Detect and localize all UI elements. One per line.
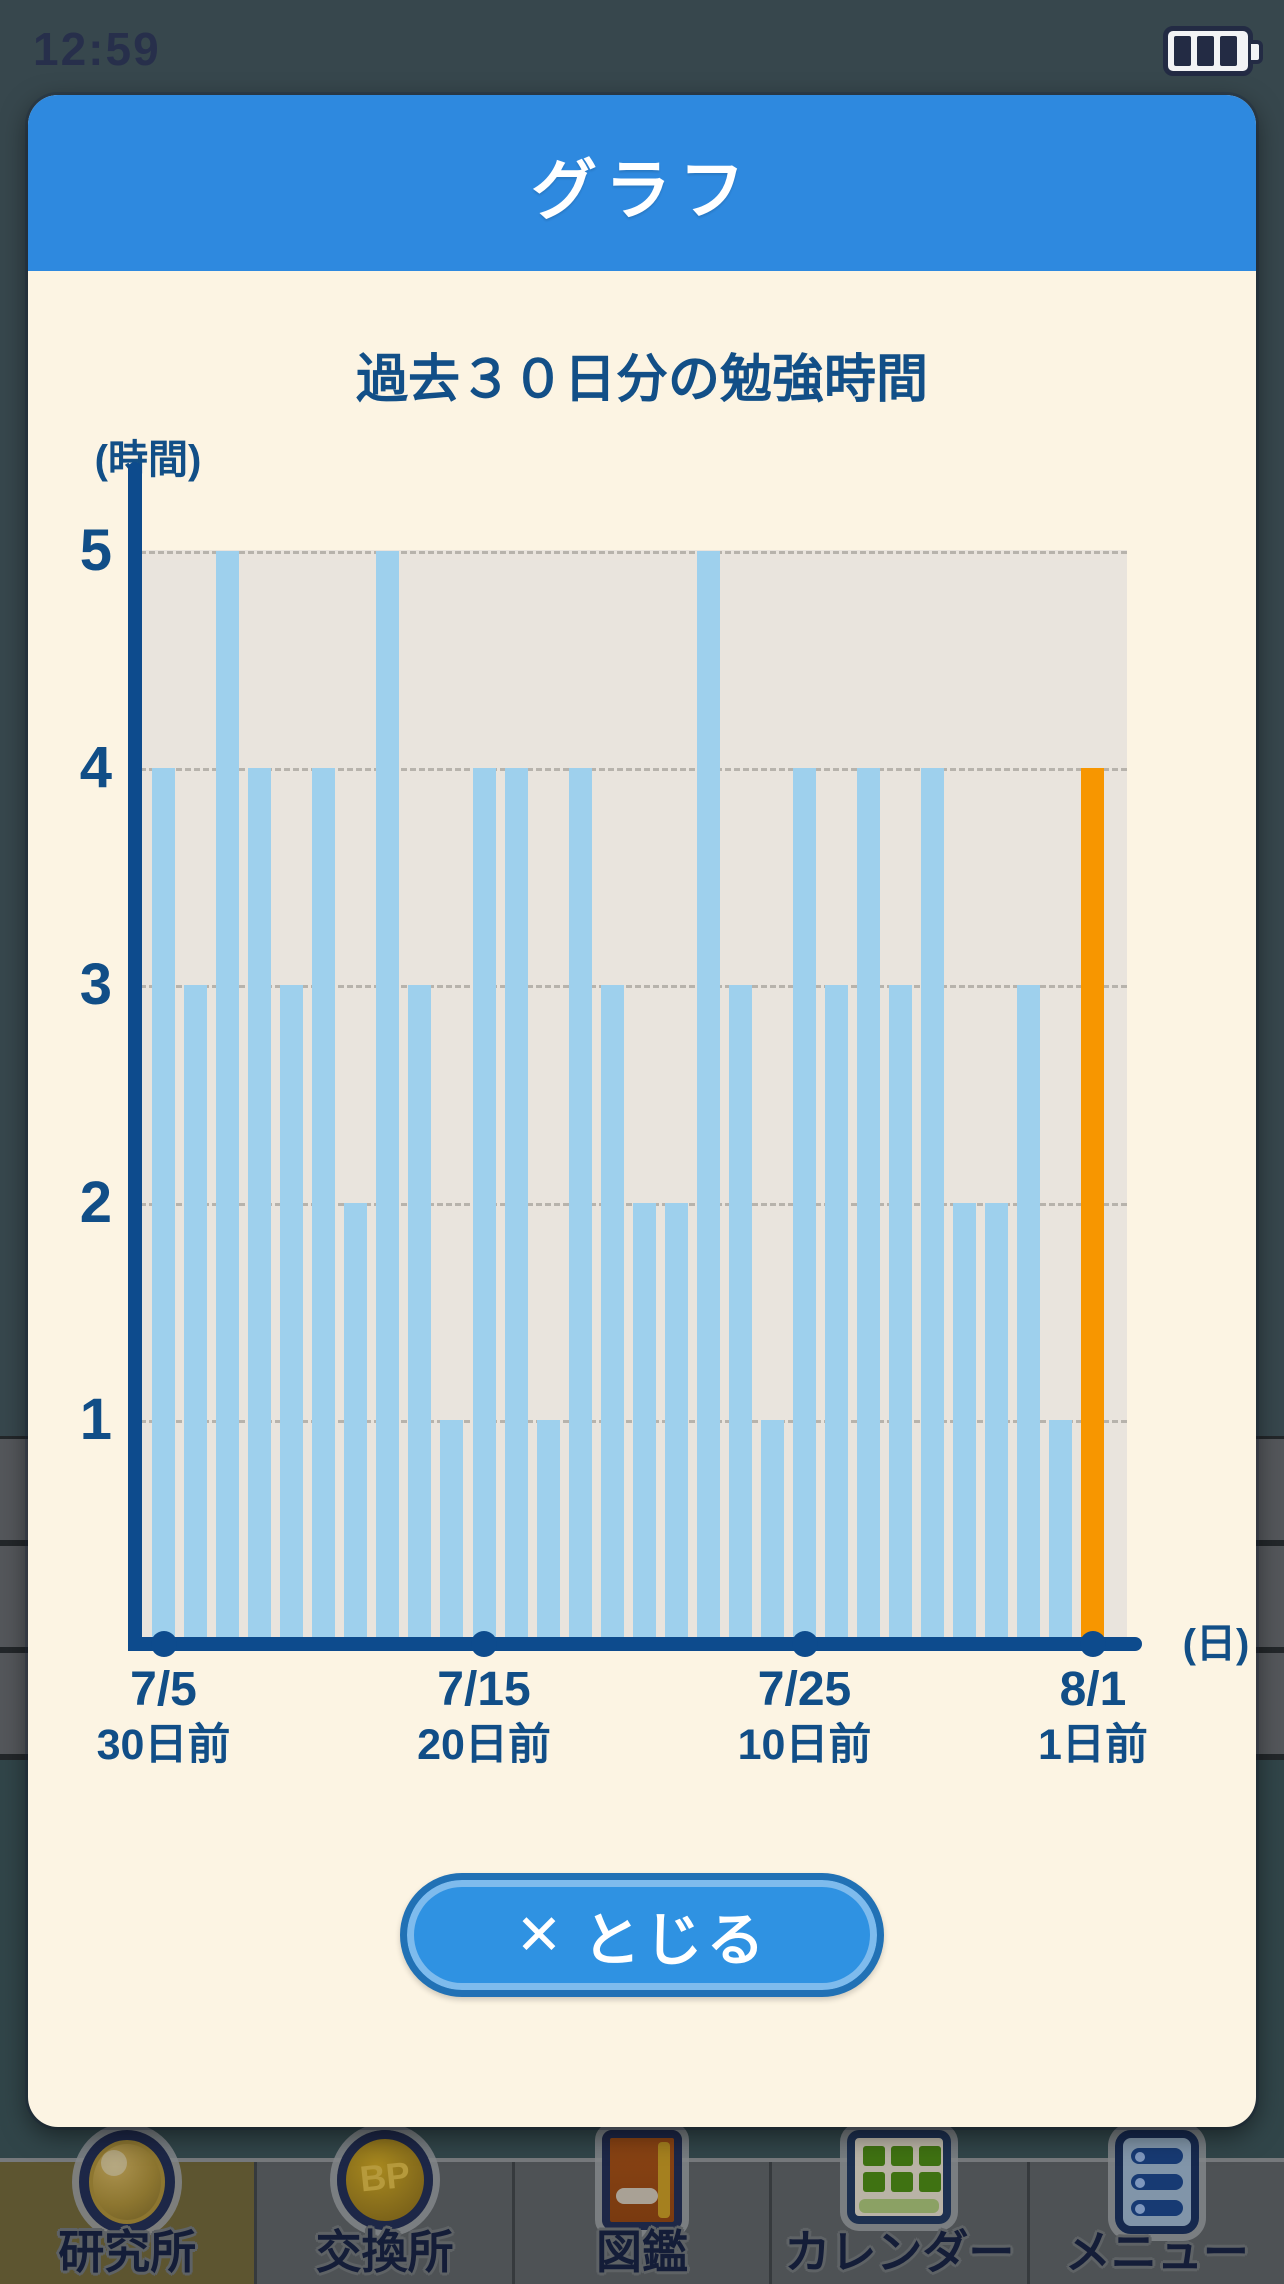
x-tick-days-ago: 1日前 xyxy=(1037,1721,1148,1769)
x-axis-unit-label: (日) xyxy=(1182,1622,1250,1666)
bar-day-2days-ago xyxy=(1049,1419,1073,1647)
close-button-label: とじる xyxy=(582,1908,769,1973)
bar-day-16days-ago xyxy=(600,985,624,1647)
x-tick-days-ago: 20日前 xyxy=(417,1721,551,1769)
study-time-chart: (時間) (日) 1 2 3 4 5 7/5 30日前 7/15 20日前 7/25 10日前 8/1… xyxy=(28,95,1256,2127)
bp-coin-text: BP xyxy=(357,2153,412,2200)
y-axis-tick-label: 3 xyxy=(79,952,112,1018)
egg-icon xyxy=(79,2130,176,2234)
bar-day-15days-ago xyxy=(632,1202,656,1647)
calendar-footer xyxy=(859,2199,940,2213)
dialog-header: グラフ xyxy=(28,95,1256,271)
bar-day-17days-ago xyxy=(568,768,592,1647)
bar-day-9days-ago xyxy=(825,985,849,1647)
bar-day-28days-ago xyxy=(216,551,240,1647)
gridline-3 xyxy=(140,985,1127,989)
battery-cells xyxy=(1174,36,1237,66)
book-icon xyxy=(602,2130,683,2230)
bottom-nav: 研究所 BP 交換所 図鑑 カレンダー xyxy=(0,2130,1284,2284)
y-axis-tick-label: 2 xyxy=(79,1169,112,1235)
x-axis-tick-label: 7/25 10日前 xyxy=(695,1662,915,1772)
battery-cell xyxy=(1174,36,1191,66)
bar-day-23days-ago xyxy=(376,551,400,1647)
x-axis-tick-label: 7/5 30日前 xyxy=(54,1662,274,1772)
x-tick-date: 7/25 xyxy=(757,1663,852,1716)
bar-day-20days-ago xyxy=(472,768,496,1647)
dialog-title: グラフ xyxy=(531,153,753,227)
bar-day-21days-ago xyxy=(440,1419,464,1647)
gridline-5 xyxy=(140,551,1127,554)
x-axis-tick-dot xyxy=(791,1631,818,1657)
book-stripe xyxy=(658,2142,671,2218)
bar-day-3days-ago xyxy=(1017,985,1041,1647)
x-axis-tick-dot xyxy=(150,1631,177,1657)
nav-label-menu: メニュー xyxy=(1064,2226,1249,2278)
y-axis-line xyxy=(128,462,142,1651)
bar-day-13days-ago xyxy=(696,551,720,1647)
nav-label-calendar: カレンダー xyxy=(784,2226,1015,2278)
x-tick-date: 7/15 xyxy=(437,1663,531,1716)
bar-day-30days-ago xyxy=(152,768,175,1647)
bar-day-5days-ago xyxy=(953,1202,977,1647)
x-axis-tick-dot xyxy=(1079,1631,1106,1657)
bar-day-6days-ago xyxy=(921,768,945,1647)
x-axis-tick-label: 8/1 1日前 xyxy=(983,1662,1203,1772)
menu-icon xyxy=(1114,2130,1199,2234)
x-tick-date: 7/5 xyxy=(130,1663,197,1716)
bar-day-29days-ago xyxy=(184,985,208,1647)
chart-title: 過去３０日分の勉強時間 xyxy=(355,351,928,409)
calendar-icon xyxy=(847,2130,952,2224)
nav-label-dex: 図鑑 xyxy=(596,2226,689,2278)
book-band xyxy=(616,2188,659,2204)
bar-day-27days-ago xyxy=(248,768,272,1647)
bar-day-22days-ago xyxy=(408,985,432,1647)
battery-cell xyxy=(1197,36,1214,66)
nav-item-lab[interactable]: 研究所 xyxy=(0,2130,255,2284)
nav-label-lab: 研究所 xyxy=(58,2226,197,2278)
bar-day-12days-ago xyxy=(728,985,752,1647)
battery-cell xyxy=(1220,36,1237,66)
x-tick-days-ago: 30日前 xyxy=(96,1721,231,1769)
bar-day-14days-ago xyxy=(664,1202,688,1647)
nav-label-exchange: 交換所 xyxy=(315,2226,454,2278)
y-axis-tick-label: 1 xyxy=(79,1386,112,1452)
graph-dialog: グラフ 過去３０日分の勉強時間 (時間) (日) 1 2 3 4 5 7/5 30日前 7/1… xyxy=(28,95,1256,2127)
bar-day-11days-ago xyxy=(760,1419,784,1647)
battery-icon xyxy=(1163,26,1263,76)
bar-day-26days-ago xyxy=(280,985,304,1647)
x-axis-tick-dot xyxy=(471,1631,497,1657)
bp-coin-icon: BP xyxy=(336,2130,433,2230)
x-tick-days-ago: 10日前 xyxy=(737,1721,872,1769)
gridline-4 xyxy=(140,768,1127,772)
y-axis-tick-label: 5 xyxy=(79,518,112,583)
bar-day-7days-ago xyxy=(889,985,913,1647)
x-axis-tick-label: 7/15 20日前 xyxy=(374,1662,594,1772)
bar-day-25days-ago xyxy=(312,768,336,1647)
y-axis-tick-label: 4 xyxy=(79,735,112,801)
nav-item-exchange[interactable]: BP 交換所 xyxy=(254,2130,511,2284)
status-time: 12:59 xyxy=(33,23,161,75)
close-x-icon: ✕ xyxy=(515,1903,563,1966)
x-tick-date: 8/1 xyxy=(1059,1663,1127,1716)
nav-item-calendar[interactable]: カレンダー xyxy=(769,2130,1026,2284)
y-axis-unit-label: (時間) xyxy=(94,438,202,482)
bar-day-4days-ago xyxy=(985,1202,1009,1647)
nav-item-dex[interactable]: 図鑑 xyxy=(511,2130,769,2284)
bar-day-19days-ago xyxy=(504,768,528,1647)
bar-highlight-today xyxy=(1081,768,1105,1647)
x-axis-line xyxy=(128,1637,1142,1651)
bar-day-24days-ago xyxy=(344,1202,368,1647)
bar-day-10days-ago xyxy=(793,768,816,1647)
battery-nub xyxy=(1251,40,1263,64)
calendar-grid xyxy=(863,2146,942,2192)
bar-day-8days-ago xyxy=(857,768,881,1647)
bar-day-18days-ago xyxy=(536,1419,560,1647)
nav-item-menu[interactable]: メニュー xyxy=(1026,2130,1284,2284)
close-button[interactable]: ✕ とじる xyxy=(400,1873,884,1997)
egg-highlight xyxy=(101,2150,128,2176)
